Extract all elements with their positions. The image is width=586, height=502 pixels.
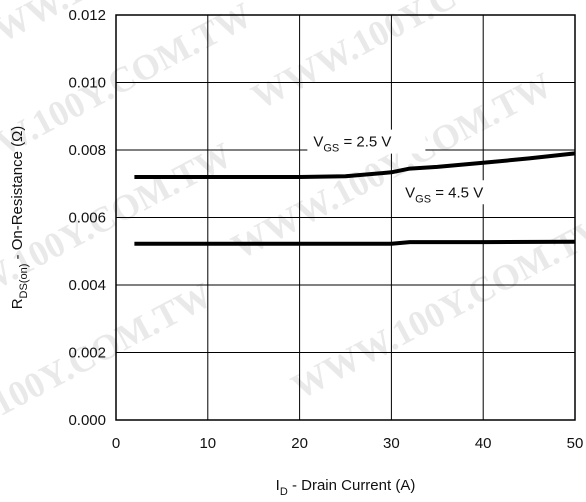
x-tick-label: 10 [199,435,216,452]
y-tick-label: 0.002 [68,345,106,362]
y-tick-label: 0.008 [68,142,106,159]
watermark-text: WWW.100Y.COM.TW [0,274,218,477]
series-labels: VGS = 2.5 V VGS = 4.5 V [307,129,518,205]
series-label-background [399,180,518,205]
x-axis-label: ID - Drain Current (A) [276,477,416,498]
y-axis-ticks: 0.000 0.002 0.004 0.006 0.008 0.010 0.012 [68,7,106,429]
y-tick-label: 0.004 [68,277,106,294]
y-tick-label: 0.012 [68,7,106,24]
series-label-1: VGS = 2.5 V [313,134,391,155]
x-axis-label-rest: - Drain Current (A) [288,477,416,494]
series-line-2 [134,239,576,246]
y-axis-label-main: R [9,298,26,309]
watermark-text: WWW.100Y.COM.TW [285,204,586,407]
y-axis-label: RDS(on) - On-Resistance (Ω) [9,126,30,310]
y-axis-label-rest: - On-Resistance (Ω) [9,126,26,264]
y-tick-label: 0.010 [68,75,106,92]
y-tick-label: 0.000 [68,412,106,429]
watermark-layer: WWW.100Y.COM.TWWWW.100Y.COM.TWWWW.100Y.C… [0,0,586,477]
x-tick-label: 40 [475,435,492,452]
plot-frame [115,14,576,421]
x-tick-label: 0 [112,435,120,452]
y-tick-label: 0.006 [68,210,106,227]
x-axis-ticks: 0 10 20 30 40 50 [112,435,584,452]
x-tick-label: 30 [383,435,400,452]
series-layer [134,151,576,246]
y-axis-label-sub: DS(on) [18,264,30,299]
series-label-2: VGS = 4.5 V [405,184,483,205]
x-axis-label-main: I [276,477,280,494]
series-line-1 [134,151,576,179]
series-label-background [307,129,426,154]
x-tick-label: 50 [567,435,584,452]
x-tick-label: 20 [291,435,308,452]
x-axis-label-sub: D [280,486,288,498]
